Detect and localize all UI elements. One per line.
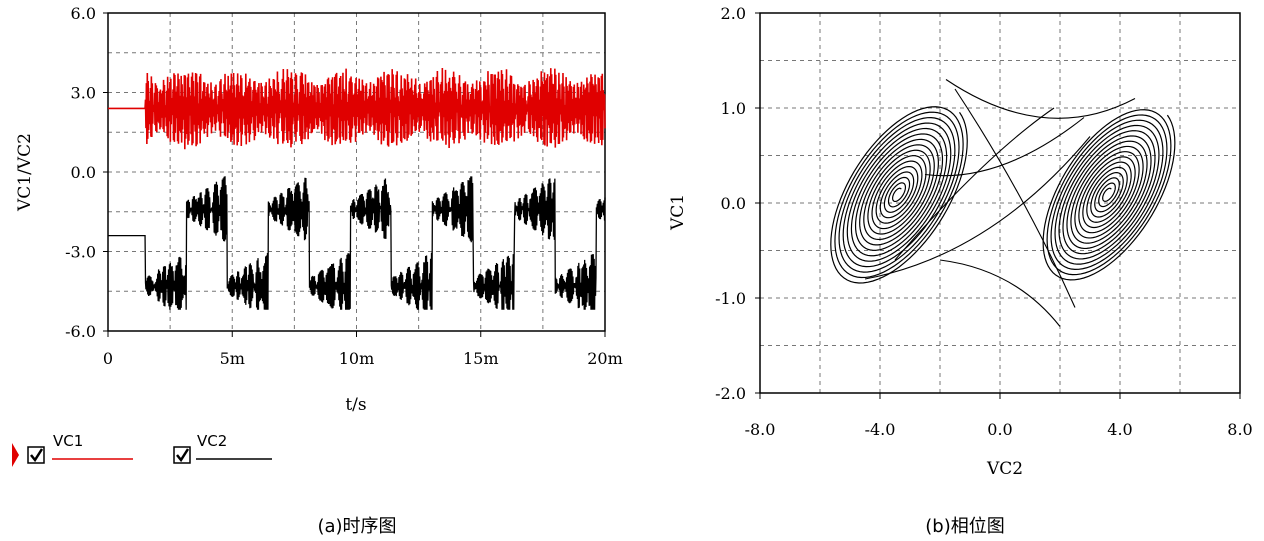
phase-plot-x-ticks: -8.0 -4.0 0.0 4.0 8.0	[745, 393, 1253, 439]
y-tick-label: 6.0	[71, 4, 96, 23]
y-tick-label: -1.0	[715, 289, 746, 308]
y-tick-label: -3.0	[65, 243, 96, 262]
time-plot: 6.0 3.0 0.0 -3.0 -6.0 0 5m 10m 15m 20m t/s VC1/V…	[15, 4, 623, 415]
checkmark-icon	[30, 448, 44, 463]
legend-vc2-label: VC2	[197, 432, 227, 450]
legend: VC1 VC2	[12, 432, 272, 467]
attractor-connecting-path	[939, 259, 1061, 327]
caption-time-plot: (a)时序图	[317, 516, 396, 537]
y-tick-label: 3.0	[71, 84, 96, 103]
attractor-connecting-path	[954, 88, 1076, 308]
x-tick-label: 10m	[339, 349, 375, 368]
legend-item-vc2[interactable]: VC2	[173, 432, 272, 464]
x-tick-label: -8.0	[745, 420, 776, 439]
phase-plot-attractor	[830, 79, 1176, 327]
time-plot-y-ticks: 6.0 3.0 0.0 -3.0 -6.0	[65, 4, 108, 341]
phase-plot: 2.01.00.0-1.0-2.0 -8.0 -4.0 0.0 4.0 8.0 VC2 …	[668, 4, 1253, 479]
x-tick-label: 0.0	[987, 420, 1012, 439]
y-tick-label: 2.0	[721, 4, 746, 23]
attractor-right-scroll	[1042, 109, 1176, 281]
y-tick-label: -2.0	[715, 384, 746, 403]
legend-active-marker-icon	[12, 443, 19, 467]
checkmark-icon	[176, 448, 190, 463]
phase-plot-x-label: VC2	[986, 459, 1023, 479]
attractor-left-scroll	[830, 106, 968, 284]
attractor-connecting-path	[864, 136, 1091, 280]
phase-plot-y-label: VC1	[668, 194, 688, 231]
x-tick-label: 5m	[220, 349, 245, 368]
x-tick-label: -4.0	[865, 420, 896, 439]
attractor-connecting-path	[945, 79, 1136, 119]
x-tick-label: 8.0	[1227, 420, 1252, 439]
legend-item-vc1[interactable]: VC1	[27, 432, 133, 464]
x-tick-label: 4.0	[1107, 420, 1132, 439]
x-tick-label: 20m	[587, 349, 623, 368]
time-plot-y-label: VC1/VC2	[15, 133, 35, 212]
phase-plot-y-ticks: 2.0 1.0 0.0 -1.0 -2.0	[715, 4, 760, 403]
legend-vc1-label: VC1	[53, 432, 83, 450]
attractor-connecting-path	[924, 117, 1085, 177]
time-plot-series	[108, 67, 606, 310]
time-plot-x-ticks: 0 5m 10m 15m 20m	[103, 331, 623, 368]
y-tick-label: 0.0	[721, 194, 746, 213]
caption-phase-plot: (b)相位图	[925, 516, 1004, 537]
series-vc2-line	[108, 176, 606, 310]
phase-plot-grid	[760, 13, 1240, 393]
time-plot-x-label: t/s	[345, 395, 366, 415]
x-tick-label: 15m	[463, 349, 499, 368]
y-tick-label: -6.0	[65, 322, 96, 341]
y-tick-label: 0.0	[71, 163, 96, 182]
attractor-connecting-path	[894, 107, 1055, 261]
x-tick-label: 0	[103, 349, 113, 368]
series-vc1-line	[108, 67, 606, 150]
y-tick-label: 1.0	[721, 99, 746, 118]
